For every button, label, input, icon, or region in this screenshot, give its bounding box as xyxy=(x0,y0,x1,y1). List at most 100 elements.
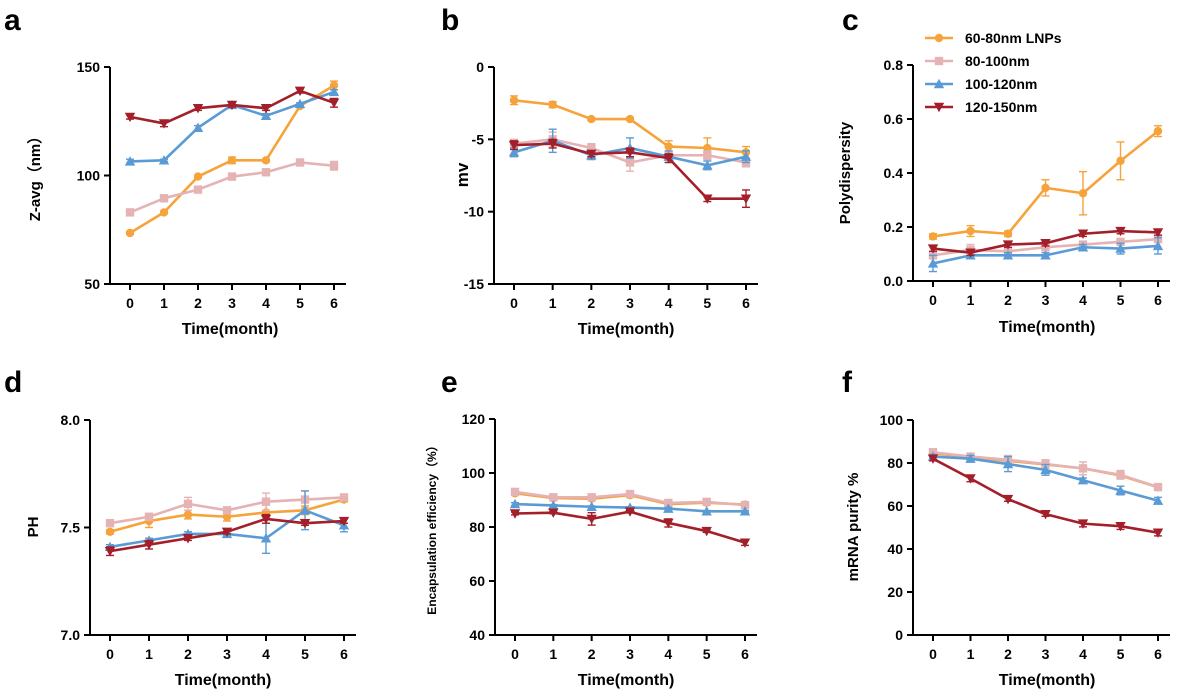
data-point xyxy=(192,104,204,114)
x-tick-label: 3 xyxy=(1042,292,1050,308)
x-tick-label: 6 xyxy=(1154,646,1162,662)
panel-label: c xyxy=(842,4,859,37)
data-point xyxy=(192,122,204,132)
data-point xyxy=(508,147,520,157)
data-point xyxy=(260,514,272,525)
x-tick-label: 2 xyxy=(587,295,595,311)
data-point xyxy=(105,527,115,536)
data-point xyxy=(1077,475,1089,485)
data-point xyxy=(1115,226,1126,237)
data-point xyxy=(740,194,752,204)
x-tick-label: 0 xyxy=(126,295,134,311)
y-axis-title: mv xyxy=(453,162,472,187)
data-point xyxy=(328,86,340,97)
x-tick-label: 5 xyxy=(301,646,309,662)
x-tick-label: 4 xyxy=(262,646,270,662)
data-point xyxy=(586,149,597,159)
data-point xyxy=(966,226,975,236)
x-tick-label: 2 xyxy=(194,295,202,311)
data-point xyxy=(701,526,712,537)
x-tick-label: 4 xyxy=(664,646,672,662)
data-point xyxy=(294,86,306,97)
panel-label: d xyxy=(4,366,22,399)
data-point xyxy=(158,155,170,165)
series-80-100nm xyxy=(125,158,339,217)
x-tick-label: 4 xyxy=(1079,292,1087,308)
x-tick-label: 3 xyxy=(1042,646,1050,662)
data-point xyxy=(586,501,597,511)
legend-marker xyxy=(933,78,945,89)
data-point xyxy=(226,100,238,111)
x-tick-label: 4 xyxy=(262,295,270,311)
data-point xyxy=(183,499,193,509)
data-point xyxy=(299,505,311,515)
data-point xyxy=(548,508,559,518)
data-point xyxy=(664,498,673,508)
series-100-120nm xyxy=(124,86,340,166)
y-tick-label: 120 xyxy=(462,411,486,427)
data-point xyxy=(158,119,170,129)
data-point xyxy=(965,248,976,258)
data-point xyxy=(548,500,559,510)
data-point xyxy=(1115,485,1126,495)
data-point xyxy=(508,140,520,151)
data-point xyxy=(1153,482,1163,492)
y-axis-title: PH xyxy=(25,517,42,538)
x-axis-title: Time(month) xyxy=(999,319,1096,336)
x-tick-label: 6 xyxy=(340,646,348,662)
data-point xyxy=(663,503,674,513)
x-tick-label: 1 xyxy=(145,646,153,662)
panel-label: a xyxy=(4,4,21,37)
series-120-150nm xyxy=(927,454,1164,538)
series-60-80nm-lnps xyxy=(928,125,1163,241)
y-axis-title: Z-avg（nm） xyxy=(26,129,44,222)
data-point xyxy=(1002,240,1014,250)
panel-b: b -15 -10 -5 0 0 1 2 3 4 5 6 Time(month) mv xyxy=(441,4,758,338)
data-point xyxy=(1152,495,1164,505)
data-point xyxy=(587,143,596,153)
data-point xyxy=(1077,242,1089,252)
x-tick-label: 4 xyxy=(1079,646,1087,662)
data-point xyxy=(1077,519,1089,529)
panel-e: e 40 60 80 100 120 0 1 2 3 4 5 6 Time(month) Encapsula… xyxy=(424,366,757,689)
legend-entry: 100-120nm xyxy=(925,76,1037,92)
y-tick-label: 80 xyxy=(887,455,903,471)
x-tick-label: 6 xyxy=(1154,292,1162,308)
legend: 60-80nm LNPs 80-100nm 100-120nm 120-150nm xyxy=(925,30,1062,115)
x-tick-label: 3 xyxy=(626,295,634,311)
y-tick-label: 0.2 xyxy=(884,219,904,235)
data-point xyxy=(294,98,306,109)
x-tick-label: 4 xyxy=(665,295,673,311)
data-point xyxy=(338,516,350,527)
x-tick-label: 5 xyxy=(1117,292,1125,308)
panel-c: c 0.0 0.2 0.4 0.6 0.8 0 1 2 3 4 5 6 Time(month) Polydi… xyxy=(837,4,1170,336)
x-tick-label: 0 xyxy=(510,295,518,311)
data-point xyxy=(702,497,711,507)
y-tick-label: 0.6 xyxy=(884,111,904,127)
x-tick-label: 2 xyxy=(184,646,192,662)
data-point xyxy=(1152,228,1164,238)
data-point xyxy=(182,534,194,544)
data-point xyxy=(1078,464,1088,473)
data-point xyxy=(548,100,557,109)
data-point xyxy=(965,453,976,463)
data-point xyxy=(509,509,521,519)
y-axis-title: mRNA purity % xyxy=(845,473,862,582)
legend-entry: 120-150nm xyxy=(925,99,1037,115)
legend-entry: 80-100nm xyxy=(925,53,1030,69)
data-point xyxy=(625,489,635,499)
data-point xyxy=(703,151,712,160)
legend-label: 60-80nm LNPs xyxy=(965,30,1062,46)
y-tick-label: -15 xyxy=(464,276,484,292)
data-point xyxy=(329,81,339,90)
x-tick-label: 1 xyxy=(967,292,975,308)
series-100-120nm xyxy=(927,451,1164,505)
x-tick-label: 0 xyxy=(106,646,114,662)
x-tick-label: 3 xyxy=(626,646,634,662)
data-point xyxy=(586,514,597,525)
data-point xyxy=(927,454,939,464)
data-point xyxy=(509,96,519,105)
data-point xyxy=(1040,464,1051,475)
x-axis-title: Time(month) xyxy=(578,321,675,338)
